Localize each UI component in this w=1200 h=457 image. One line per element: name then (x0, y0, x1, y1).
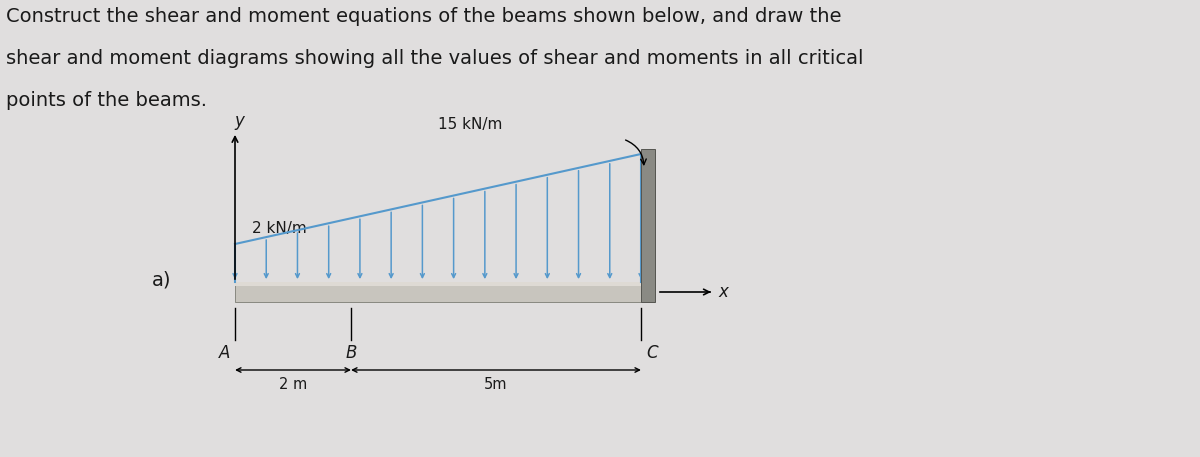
Text: 2 kN/m: 2 kN/m (252, 221, 307, 236)
Text: 2 m: 2 m (278, 377, 307, 392)
Text: a): a) (152, 271, 172, 289)
Text: x: x (718, 283, 728, 301)
Text: C: C (646, 344, 658, 362)
Text: 5m: 5m (485, 377, 508, 392)
Bar (235, 282, 641, 286)
Text: 15 kN/m: 15 kN/m (438, 117, 503, 132)
Text: y: y (234, 112, 244, 130)
Text: Construct the shear and moment equations of the beams shown below, and draw the: Construct the shear and moment equations… (6, 7, 841, 26)
Bar (235, 282, 641, 302)
Text: B: B (346, 344, 356, 362)
Text: shear and moment diagrams showing all the values of shear and moments in all cri: shear and moment diagrams showing all th… (6, 49, 864, 68)
Text: points of the beams.: points of the beams. (6, 91, 208, 110)
Bar (641, 149, 655, 302)
Text: A: A (218, 344, 230, 362)
